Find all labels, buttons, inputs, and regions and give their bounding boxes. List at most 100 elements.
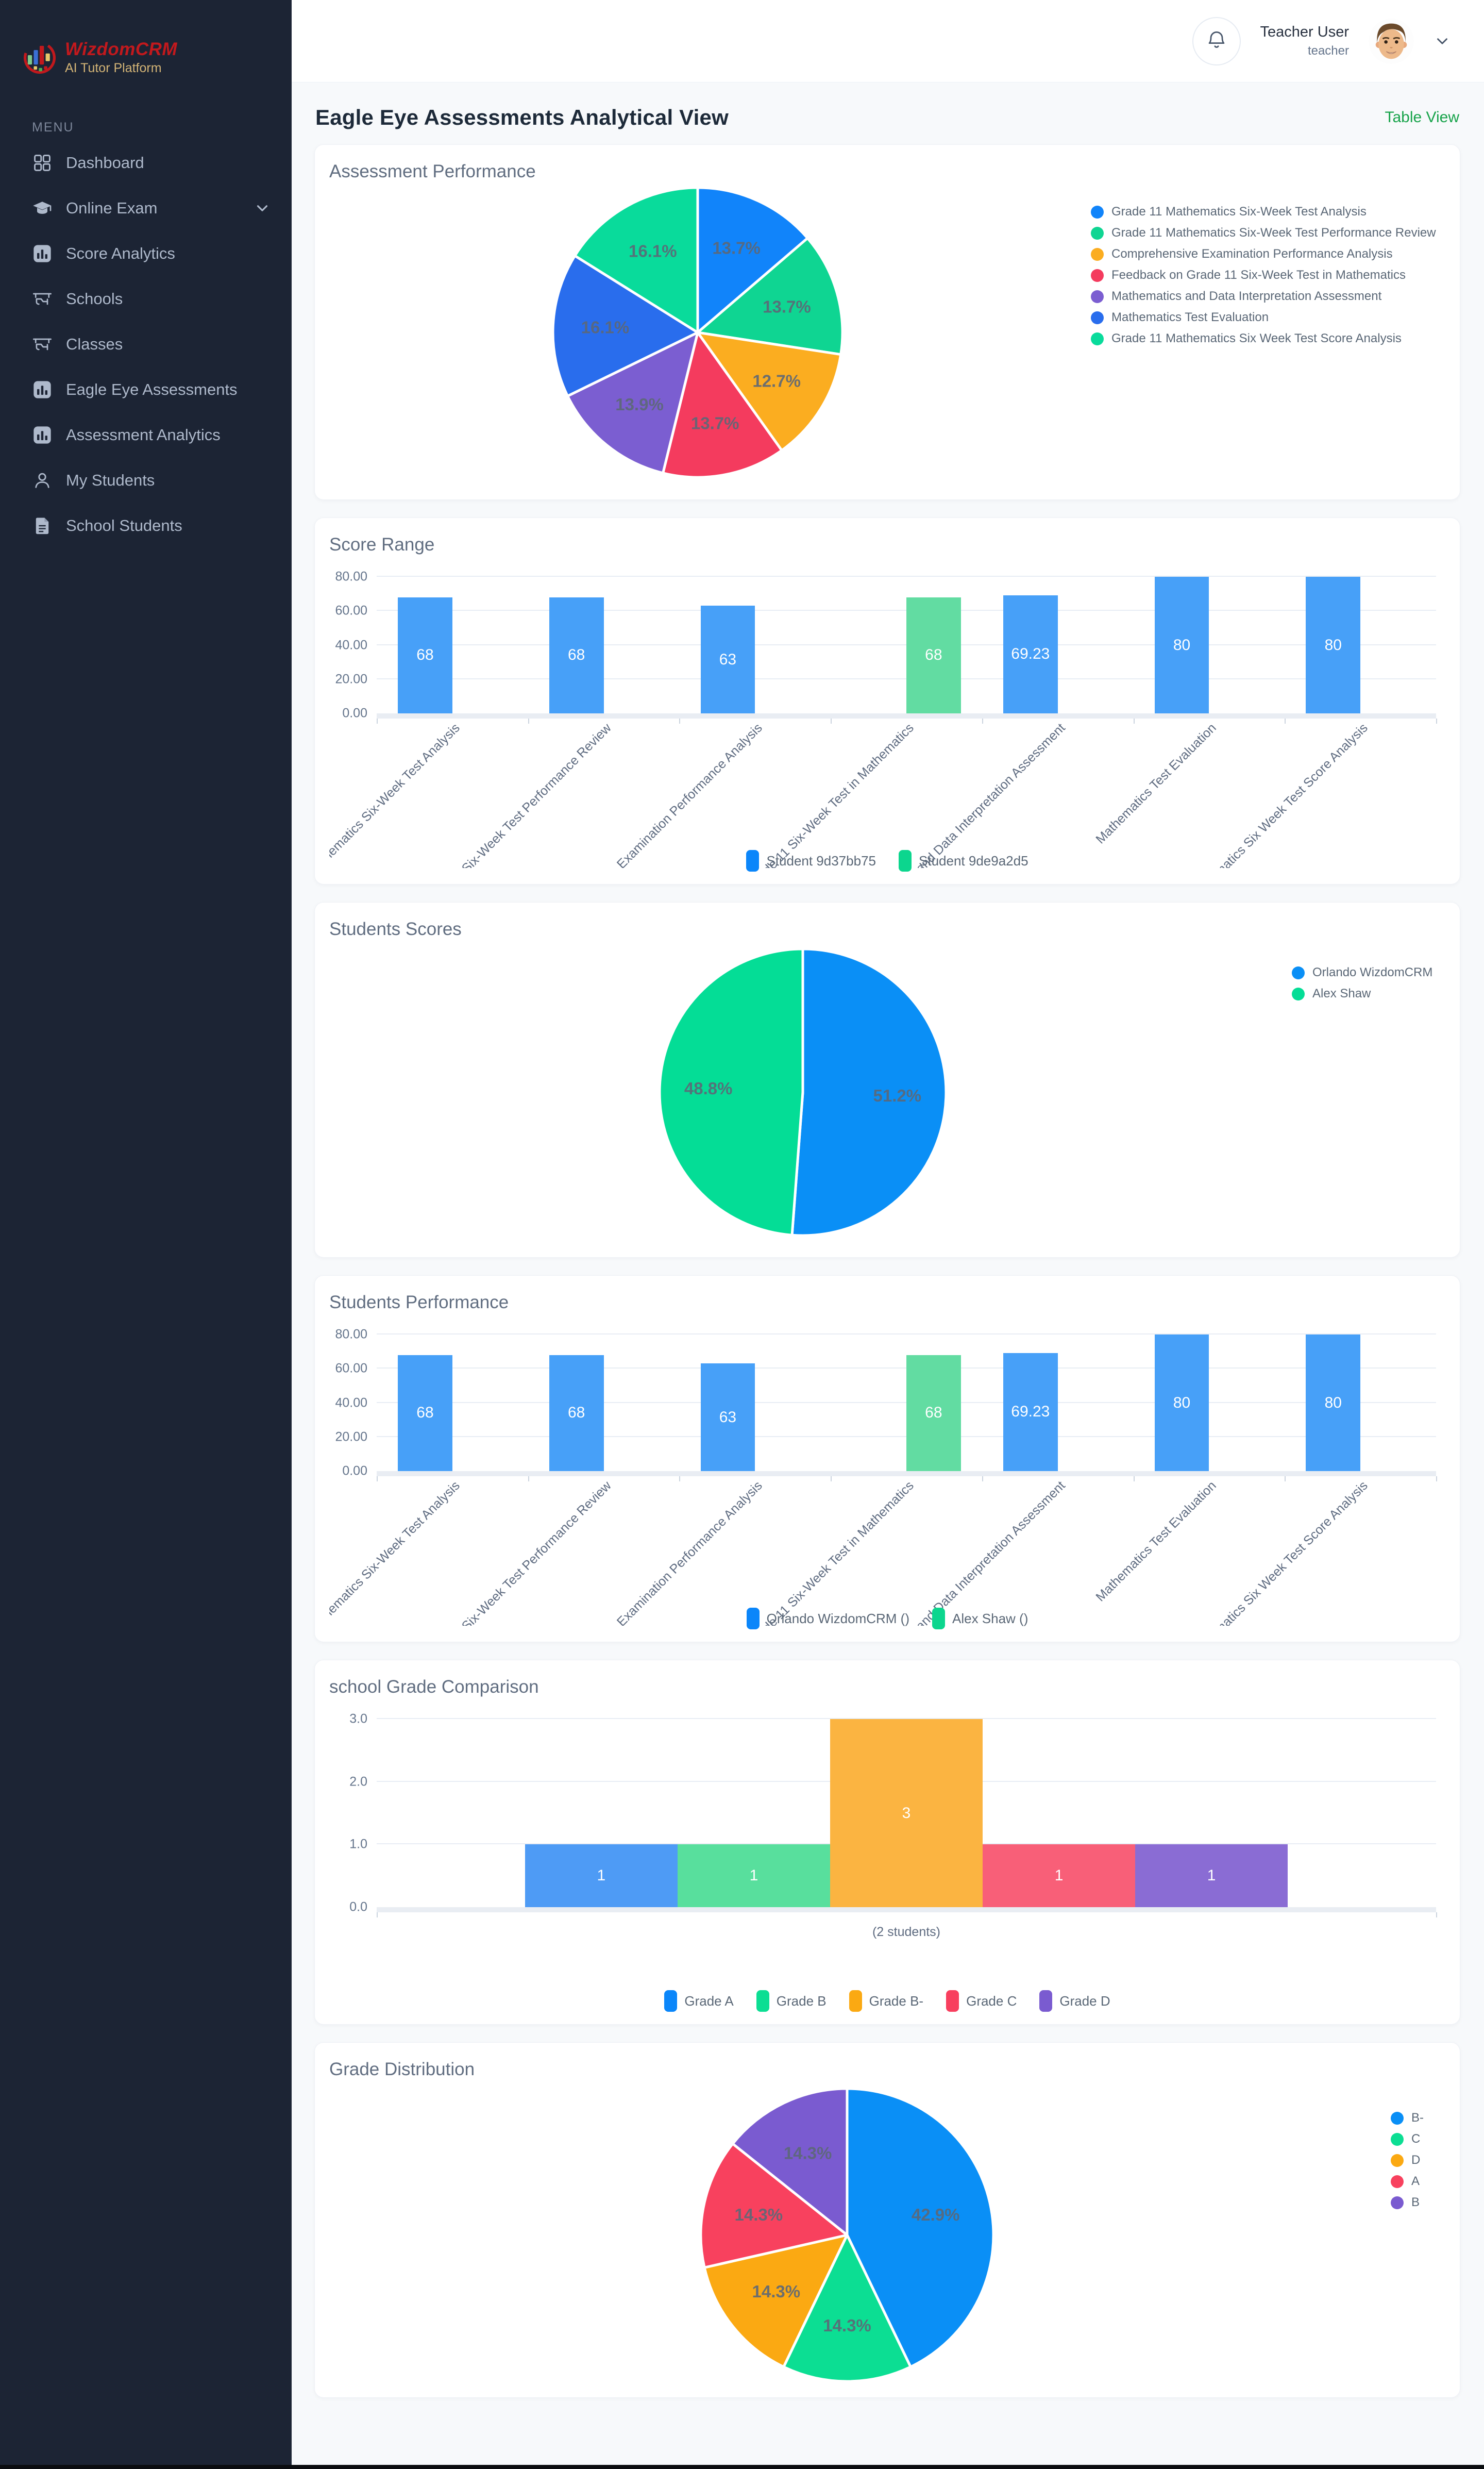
pie-slice-grade-11-mathematics-six-week-test-performance-review[interactable] bbox=[696, 237, 844, 356]
legend-item-grade-11-mathematics-six-week-test-analysis[interactable]: Grade 11 Mathematics Six-Week Test Analy… bbox=[1091, 205, 1436, 219]
x-axis-line bbox=[377, 713, 1436, 719]
bar-chart-icon bbox=[32, 243, 53, 264]
bar-student-9de9a2d5-3[interactable]: 68 bbox=[906, 597, 961, 713]
sidebar-item-school-students[interactable]: School Students bbox=[0, 503, 292, 548]
pie-slice-c[interactable] bbox=[782, 2233, 912, 2383]
pie-legend: B- C D A B bbox=[1391, 2111, 1424, 2210]
legend-item-a[interactable]: A bbox=[1391, 2174, 1424, 2189]
legend-item-mathematics-and-data-interpretation-assessment[interactable]: Mathematics and Data Interpretation Asse… bbox=[1091, 289, 1436, 304]
pie-slice-grade-11-mathematics-six-week-test-score-analysis[interactable] bbox=[574, 186, 699, 334]
legend-item-b[interactable]: B bbox=[1391, 2195, 1424, 2210]
sidebar-item-online-exam[interactable]: Online Exam bbox=[0, 186, 292, 231]
bar-orlando-wizdomcrm-2[interactable]: 63 bbox=[700, 1363, 755, 1471]
user-block[interactable]: Teacher User teacher bbox=[1260, 24, 1349, 58]
legend-item-feedback-on-grade-11-six-week-test-in-mathematics[interactable]: Feedback on Grade 11 Six-Week Test in Ma… bbox=[1091, 268, 1436, 282]
pie-slice-mathematics-test-evaluation[interactable] bbox=[551, 254, 699, 397]
bar-orlando-wizdomcrm-4[interactable]: 69.23 bbox=[1003, 1353, 1058, 1471]
sidebar-item-dashboard[interactable]: Dashboard bbox=[0, 140, 292, 186]
sidebar-menu: Dashboard Online Exam Score Analytics Schoo… bbox=[0, 140, 292, 548]
bar-grade-c-0[interactable]: 1 bbox=[983, 1844, 1136, 1907]
pie-slice-comprehensive-examination-performance-analysis[interactable] bbox=[696, 331, 842, 452]
legend-item-orlando-wizdomcrm[interactable]: Orlando WizdomCRM () bbox=[746, 1608, 909, 1629]
legend-label: Grade C bbox=[966, 1993, 1017, 2009]
pie-slice-alex-shaw[interactable] bbox=[658, 947, 804, 1237]
legend-item-alex-shaw[interactable]: Alex Shaw bbox=[1292, 987, 1432, 1001]
table-view-link[interactable]: Table View bbox=[1385, 109, 1459, 126]
brand-logo-icon bbox=[23, 41, 57, 75]
pie-percent-label: 14.3% bbox=[735, 2205, 783, 2224]
pie-slice-mathematics-and-data-interpretation-assessment[interactable] bbox=[566, 331, 699, 475]
sidebar-item-classes[interactable]: Classes bbox=[0, 322, 292, 367]
bar-orlando-wizdomcrm-5[interactable]: 80 bbox=[1154, 1334, 1209, 1471]
sidebar-item-assessment-analytics[interactable]: Assessment Analytics bbox=[0, 412, 292, 458]
legend-item-comprehensive-examination-performance-analysis[interactable]: Comprehensive Examination Performance An… bbox=[1091, 247, 1436, 261]
sidebar-item-eagle-eye-assessments[interactable]: Eagle Eye Assessments bbox=[0, 367, 292, 412]
pie-slice-b[interactable] bbox=[846, 2087, 995, 2368]
legend-item-grade-c[interactable]: Grade C bbox=[946, 1990, 1017, 2012]
legend-label: Student 9de9a2d5 bbox=[919, 853, 1028, 869]
legend-item-c[interactable]: C bbox=[1391, 2132, 1424, 2146]
legend-item-grade-d[interactable]: Grade D bbox=[1039, 1990, 1110, 2012]
bar-orlando-wizdomcrm-0[interactable]: 68 bbox=[398, 1355, 452, 1471]
pie-percent-label: 13.9% bbox=[615, 395, 664, 414]
x-axis-tick-mark bbox=[1436, 719, 1437, 724]
bar-grade-a-0[interactable]: 1 bbox=[525, 1844, 678, 1907]
bar-student-9d37bb75-4[interactable]: 69.23 bbox=[1003, 595, 1058, 713]
legend-item-grade-11-mathematics-six-week-test-score-analysis[interactable]: Grade 11 Mathematics Six Week Test Score… bbox=[1091, 331, 1436, 346]
bar-student-9d37bb75-0[interactable]: 68 bbox=[398, 597, 452, 713]
bar-grade-d-0[interactable]: 1 bbox=[1135, 1844, 1288, 1907]
sidebar-item-score-analytics[interactable]: Score Analytics bbox=[0, 231, 292, 276]
legend-item-orlando-wizdomcrm[interactable]: Orlando WizdomCRM bbox=[1292, 965, 1432, 980]
legend-item-grade-a[interactable]: Grade A bbox=[664, 1990, 734, 2012]
notifications-button[interactable] bbox=[1192, 16, 1241, 65]
assessment-performance-pie: 13.7% 13.7% 12.7% 13.7% 13.9% 16.1% 16.1% bbox=[551, 186, 844, 479]
bar-value-label: 80 bbox=[1173, 1394, 1191, 1411]
sidebar-item-schools[interactable]: Schools bbox=[0, 276, 292, 322]
legend-swatch bbox=[849, 1990, 862, 2012]
avatar[interactable] bbox=[1369, 18, 1414, 64]
bar-alex-shaw-3[interactable]: 68 bbox=[906, 1355, 961, 1471]
bar-orlando-wizdomcrm-1[interactable]: 68 bbox=[549, 1355, 604, 1471]
bar-student-9d37bb75-6[interactable]: 80 bbox=[1306, 577, 1361, 713]
bar-student-9d37bb75-1[interactable]: 68 bbox=[549, 597, 604, 713]
pie-slice-b[interactable] bbox=[731, 2087, 849, 2237]
y-axis-tick: 1.0 bbox=[349, 1837, 367, 1851]
legend-label: Grade B- bbox=[869, 1993, 924, 2009]
bar-grade-b-0[interactable]: 1 bbox=[677, 1844, 830, 1907]
sidebar-item-my-students[interactable]: My Students bbox=[0, 458, 292, 503]
bar-student-9d37bb75-2[interactable]: 63 bbox=[700, 606, 755, 713]
brand-logo[interactable]: WizdomCRM AI Tutor Platform bbox=[0, 29, 292, 96]
pie-percent-label: 13.7% bbox=[691, 414, 739, 433]
legend-item-grade-11-mathematics-six-week-test-performance-review[interactable]: Grade 11 Mathematics Six-Week Test Perfo… bbox=[1091, 226, 1436, 240]
bar-orlando-wizdomcrm-6[interactable]: 80 bbox=[1306, 1334, 1361, 1471]
pie-slice-a[interactable] bbox=[699, 2142, 849, 2269]
legend-item-alex-shaw[interactable]: Alex Shaw () bbox=[932, 1608, 1028, 1629]
legend-item-grade-b[interactable]: Grade B bbox=[756, 1990, 827, 2012]
pie-slice-orlando-wizdomcrm[interactable] bbox=[790, 947, 948, 1237]
legend-dot bbox=[1391, 2111, 1404, 2125]
x-axis-tick-mark bbox=[377, 719, 378, 724]
x-axis-labels: Grade 11 Mathematics Six-Week Test Analy… bbox=[329, 1471, 1445, 1626]
bar-student-9d37bb75-5[interactable]: 80 bbox=[1154, 577, 1209, 713]
legend-item-student-9de9a2d5[interactable]: Student 9de9a2d5 bbox=[899, 850, 1028, 872]
sidebar: WizdomCRM AI Tutor Platform MENU Dashboa… bbox=[0, 0, 292, 2469]
legend-item-grade-b[interactable]: Grade B- bbox=[849, 1990, 924, 2012]
pie-slice-d[interactable] bbox=[703, 2233, 849, 2368]
x-axis-tick-mark bbox=[377, 1912, 378, 1917]
legend-swatch bbox=[746, 1608, 760, 1629]
legend-item-student-9d37bb75[interactable]: Student 9d37bb75 bbox=[746, 850, 876, 872]
sidebar-item-label: Schools bbox=[66, 290, 123, 308]
legend-label: Orlando WizdomCRM bbox=[1312, 965, 1433, 979]
pie-slice-feedback-on-grade-11-six-week-test-in-mathematics[interactable] bbox=[662, 331, 783, 479]
title-row: Eagle Eye Assessments Analytical View Ta… bbox=[314, 101, 1460, 130]
legend-item-b[interactable]: B- bbox=[1391, 2111, 1424, 2125]
bar-chart-icon bbox=[32, 425, 53, 445]
legend-item-mathematics-test-evaluation[interactable]: Mathematics Test Evaluation bbox=[1091, 310, 1436, 325]
pie-slice-grade-11-mathematics-six-week-test-analysis[interactable] bbox=[696, 186, 809, 334]
legend-item-d[interactable]: D bbox=[1391, 2153, 1424, 2167]
bar-grade-b-0[interactable]: 3 bbox=[830, 1719, 983, 1907]
legend-dot bbox=[1391, 2154, 1404, 2167]
chevron-down-icon[interactable] bbox=[254, 199, 271, 217]
chevron-down-icon[interactable] bbox=[1434, 32, 1451, 50]
legend-dot bbox=[1091, 205, 1104, 219]
